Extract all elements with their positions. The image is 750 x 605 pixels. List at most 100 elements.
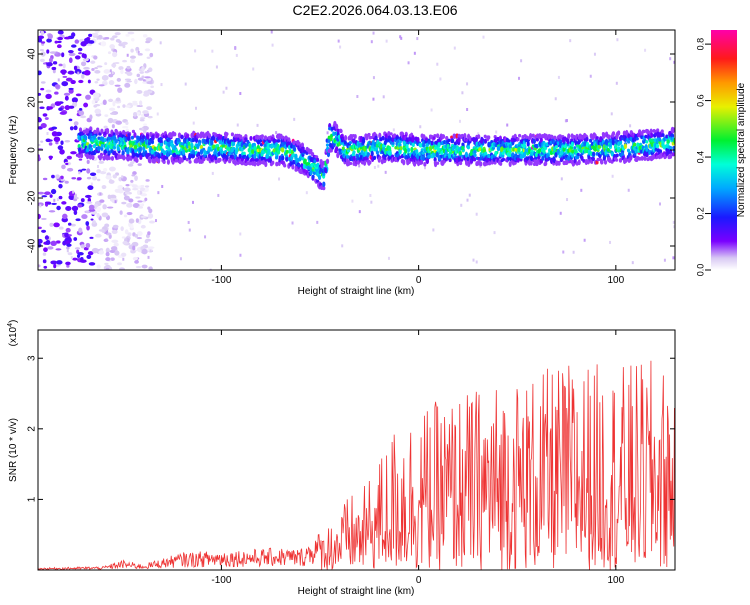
y-tick-label: 3 <box>27 355 38 361</box>
heatmap-cell <box>97 34 103 40</box>
heatmap-cell <box>77 252 84 256</box>
heatmap-cell <box>144 185 150 188</box>
heatmap-cell <box>452 133 456 139</box>
heatmap-cell <box>89 133 93 137</box>
heatmap-cell <box>157 157 161 164</box>
heatmap-cell <box>529 159 533 166</box>
heatmap-cell <box>64 140 71 143</box>
heatmap-cell <box>138 206 144 209</box>
heatmap-cell <box>539 137 543 143</box>
heatmap-cell <box>210 139 214 146</box>
heatmap-cell <box>71 101 78 108</box>
heatmap-cell <box>173 132 177 137</box>
heatmap-cell <box>39 58 45 63</box>
heatmap-cell <box>405 143 409 149</box>
heatmap-cell <box>115 120 123 125</box>
heatmap-cell <box>45 89 52 93</box>
heatmap-cell <box>91 154 95 161</box>
heatmap-cell <box>131 129 136 134</box>
heatmap-cell <box>641 129 645 134</box>
heatmap-cell <box>517 146 521 153</box>
heatmap-cell <box>68 50 74 54</box>
heatmap-cell <box>562 250 565 254</box>
heatmap-cell <box>507 139 511 143</box>
heatmap-cell <box>316 220 319 224</box>
heatmap-cell <box>597 144 601 149</box>
heatmap-cell <box>130 161 135 165</box>
heatmap-cell <box>89 236 94 239</box>
heatmap-cell <box>112 145 117 150</box>
heatmap-cell <box>217 151 221 157</box>
heatmap-cell <box>385 39 388 43</box>
heatmap-cell <box>104 114 109 118</box>
heatmap-cell <box>68 118 73 122</box>
heatmap-cell <box>107 51 112 55</box>
heatmap-cell <box>134 156 138 163</box>
heatmap-cell <box>487 135 491 140</box>
heatmap-cell <box>130 135 135 140</box>
heatmap-cell <box>67 70 75 75</box>
heatmap-cell <box>140 184 145 188</box>
heatmap-cell <box>648 149 652 155</box>
heatmap-cell <box>38 70 42 76</box>
heatmap-cell <box>497 146 501 151</box>
heatmap-cell <box>48 142 53 146</box>
heatmap-cell <box>421 151 425 155</box>
heatmap-cell <box>110 257 115 261</box>
heatmap-cell <box>96 164 99 168</box>
heatmap-cell <box>362 138 366 144</box>
heatmap-cell <box>111 229 118 234</box>
heatmap-cell <box>159 41 162 45</box>
heatmap-cell <box>554 145 559 149</box>
heatmap-cell <box>465 138 469 142</box>
heatmap-cell <box>611 139 615 146</box>
y-tick-label: 0 <box>27 147 38 153</box>
heatmap-cell <box>94 108 102 115</box>
heatmap-cell <box>83 66 90 70</box>
heatmap-cell <box>365 136 369 141</box>
spectrogram-panel: -100 0 100 -40 -20 0 20 40 Height of straight … <box>8 29 676 297</box>
heatmap-cell <box>239 91 242 95</box>
heatmap-cell <box>125 105 131 108</box>
heatmap-cell <box>389 132 393 136</box>
colorbar-ticks: 0.0 0.2 0.4 0.6 0.8 <box>695 38 711 276</box>
heatmap-cell <box>81 214 88 220</box>
heatmap-cell <box>650 138 654 144</box>
heatmap-cell <box>286 141 290 146</box>
heatmap-cell <box>96 178 101 182</box>
colorbar-label: Normalized spectral amplitude <box>736 82 747 217</box>
heatmap-cell <box>214 159 218 164</box>
heatmap-cell <box>71 32 76 38</box>
heatmap-cell <box>382 95 385 99</box>
heatmap-cell <box>127 232 132 237</box>
heatmap-cell <box>559 211 562 215</box>
heatmap-cell <box>492 157 496 162</box>
heatmap-cell <box>68 194 76 201</box>
heatmap-cell <box>147 231 151 236</box>
heatmap-cell <box>493 231 496 235</box>
heatmap-cell <box>96 169 101 174</box>
heatmap-cell <box>461 142 465 147</box>
heatmap-cell <box>39 106 45 110</box>
heatmap-cell <box>525 135 529 140</box>
heatmap-cell <box>285 157 289 162</box>
heatmap-cell <box>116 146 120 152</box>
heatmap-cell <box>358 210 361 214</box>
heatmap-cell <box>109 249 116 253</box>
heatmap-cell <box>43 265 48 269</box>
heatmap-cell <box>553 135 557 140</box>
heatmap-cell <box>199 158 203 164</box>
heatmap-cell <box>74 55 81 60</box>
heatmap-cell <box>79 108 83 111</box>
heatmap-cell <box>89 147 93 152</box>
heatmap-cell <box>86 43 93 46</box>
heatmap-cell <box>66 249 69 253</box>
heatmap-cell <box>56 260 63 265</box>
heatmap-cell <box>127 133 131 137</box>
heatmap-cell <box>520 59 523 63</box>
heatmap-cell <box>224 131 229 138</box>
heatmap-cell <box>137 53 143 56</box>
heatmap-cell <box>64 232 69 238</box>
heatmap-cell <box>121 201 127 205</box>
heatmap-cell <box>114 32 121 36</box>
